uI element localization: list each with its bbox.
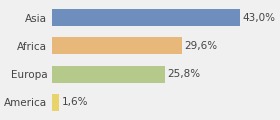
Text: 29,6%: 29,6%: [184, 41, 217, 51]
Text: 1,6%: 1,6%: [61, 97, 88, 107]
Bar: [52, 66, 165, 83]
Bar: [52, 9, 241, 26]
Text: 43,0%: 43,0%: [242, 13, 276, 23]
Text: 25,8%: 25,8%: [167, 69, 200, 79]
Bar: [52, 37, 182, 54]
Bar: [52, 94, 59, 111]
